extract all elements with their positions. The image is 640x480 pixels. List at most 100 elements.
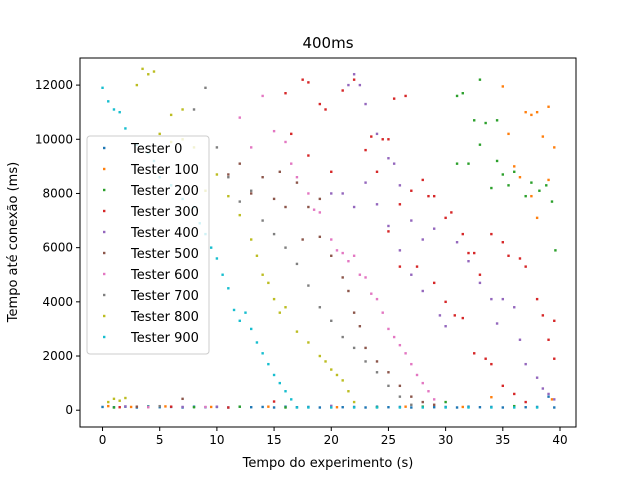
data-point bbox=[215, 405, 219, 408]
data-point bbox=[392, 97, 396, 100]
data-point bbox=[432, 227, 436, 230]
data-point bbox=[455, 94, 459, 98]
data-point bbox=[192, 108, 196, 111]
data-point bbox=[272, 197, 276, 201]
data-point bbox=[524, 110, 527, 114]
data-point bbox=[318, 102, 322, 106]
data-point bbox=[461, 232, 464, 236]
data-point bbox=[118, 399, 121, 402]
data-point bbox=[450, 211, 453, 214]
data-point bbox=[341, 251, 344, 255]
data-point bbox=[364, 181, 367, 184]
data-point bbox=[215, 257, 219, 260]
data-point bbox=[421, 289, 424, 293]
data-point bbox=[330, 406, 333, 409]
data-point bbox=[518, 338, 522, 341]
data-point bbox=[444, 325, 447, 328]
data-point bbox=[495, 322, 499, 325]
data-point bbox=[410, 406, 413, 409]
data-point bbox=[335, 406, 339, 409]
y-tick-label: 4000 bbox=[42, 295, 73, 309]
data-point bbox=[290, 398, 293, 401]
data-point bbox=[375, 406, 379, 409]
data-point bbox=[415, 373, 419, 377]
data-point bbox=[330, 192, 333, 195]
data-point bbox=[255, 341, 259, 344]
data-point bbox=[387, 384, 390, 388]
data-point bbox=[101, 86, 104, 90]
data-point bbox=[535, 216, 539, 220]
chart-title: 400ms bbox=[302, 34, 353, 52]
data-point bbox=[307, 154, 310, 157]
data-point bbox=[169, 113, 173, 117]
data-point bbox=[181, 397, 184, 401]
data-point bbox=[398, 343, 402, 347]
data-point bbox=[478, 281, 482, 285]
data-point bbox=[192, 406, 196, 409]
data-point bbox=[301, 238, 304, 241]
data-point bbox=[261, 273, 264, 276]
data-point bbox=[410, 403, 413, 406]
data-point bbox=[341, 379, 344, 382]
data-point bbox=[501, 173, 505, 176]
data-point bbox=[467, 259, 470, 263]
data-point bbox=[232, 308, 236, 312]
legend-label: Tester 800 bbox=[130, 310, 199, 325]
data-point bbox=[473, 119, 476, 122]
data-point bbox=[547, 392, 550, 396]
data-point bbox=[387, 327, 390, 331]
data-point bbox=[501, 406, 505, 409]
data-point bbox=[427, 194, 430, 198]
data-point bbox=[364, 360, 367, 363]
data-point bbox=[307, 81, 310, 84]
data-point bbox=[341, 192, 344, 195]
data-point bbox=[238, 319, 241, 322]
x-axis-ticks: 0 5 10 15 20 25 30 35 40 bbox=[99, 427, 568, 447]
data-point bbox=[152, 70, 156, 73]
data-point bbox=[495, 119, 499, 122]
data-point bbox=[227, 173, 230, 176]
data-point bbox=[238, 116, 241, 119]
data-point bbox=[101, 405, 104, 409]
data-point bbox=[547, 395, 550, 398]
legend-label: Tester 0 bbox=[130, 142, 182, 157]
data-point bbox=[204, 405, 207, 409]
data-point bbox=[209, 246, 213, 249]
data-point bbox=[312, 208, 316, 211]
data-point bbox=[158, 404, 161, 408]
data-point bbox=[358, 325, 362, 328]
data-point bbox=[341, 276, 344, 279]
data-point bbox=[272, 400, 276, 403]
legend-label: Tester 700 bbox=[130, 289, 199, 304]
series-tester-1 bbox=[107, 85, 556, 409]
data-point bbox=[244, 311, 247, 314]
data-point bbox=[387, 371, 390, 374]
series-tester-4 bbox=[124, 73, 556, 409]
data-point bbox=[112, 108, 116, 111]
y-tick-label: 12000 bbox=[35, 78, 73, 92]
data-point bbox=[352, 73, 356, 76]
data-point bbox=[538, 189, 541, 192]
legend-marker bbox=[103, 230, 106, 234]
series-tester-3 bbox=[118, 78, 556, 409]
data-point bbox=[295, 330, 299, 333]
data-point bbox=[124, 396, 127, 400]
data-point bbox=[444, 216, 447, 220]
data-point bbox=[398, 384, 402, 388]
data-point bbox=[112, 397, 116, 401]
data-point bbox=[461, 316, 464, 320]
data-point bbox=[284, 306, 287, 309]
data-point bbox=[541, 314, 545, 317]
data-point bbox=[410, 395, 413, 398]
data-point bbox=[250, 406, 253, 409]
data-point bbox=[318, 406, 322, 409]
legend-marker bbox=[103, 209, 106, 213]
data-point bbox=[478, 273, 482, 276]
data-point bbox=[467, 162, 470, 165]
data-point bbox=[410, 273, 413, 276]
data-point bbox=[535, 376, 539, 379]
data-point bbox=[473, 352, 476, 355]
data-point bbox=[278, 170, 281, 173]
data-point bbox=[415, 265, 419, 268]
